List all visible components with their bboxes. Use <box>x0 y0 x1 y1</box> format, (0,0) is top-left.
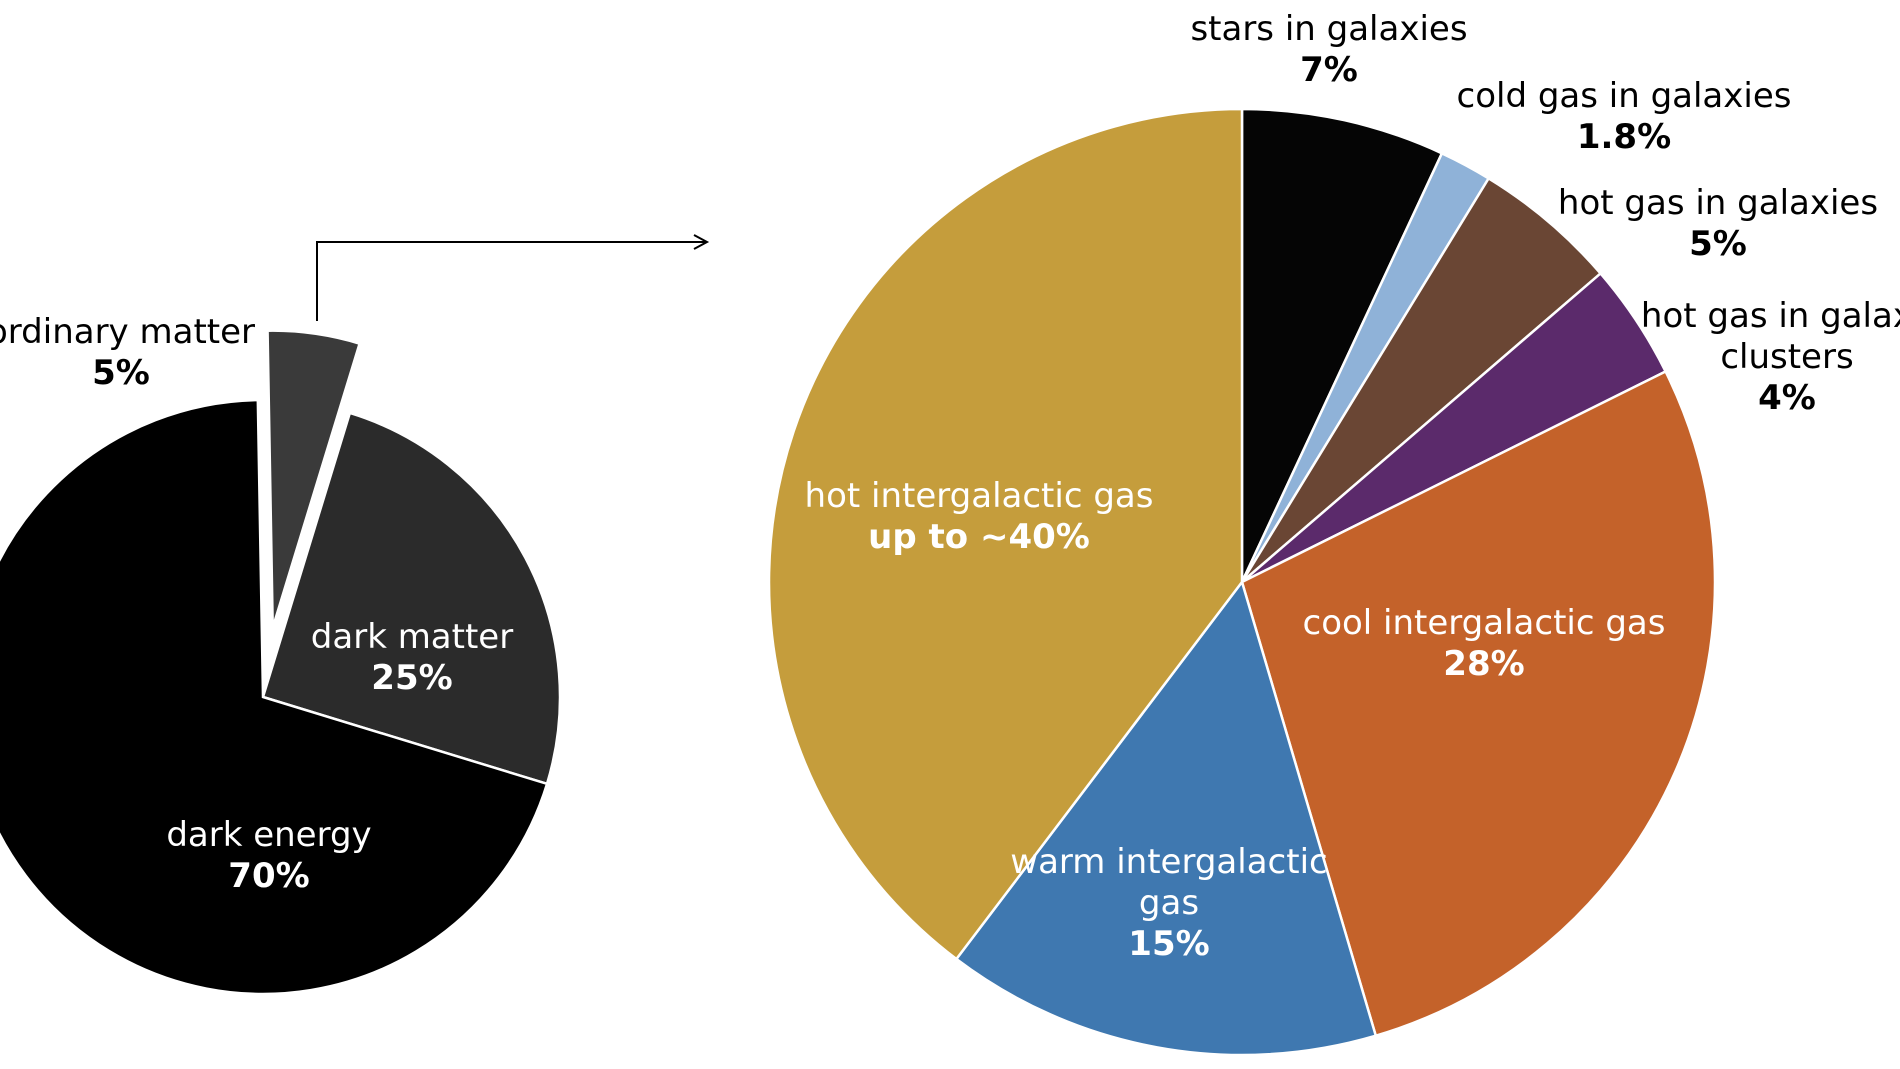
slice-label: dark energy 70% <box>119 815 419 897</box>
category-label: hot gas in galaxy clusters <box>1640 296 1900 377</box>
pie-slice <box>954 579 1378 1057</box>
slice-label: dark matter 25% <box>262 617 562 699</box>
category-label: stars in galaxies <box>1190 9 1468 49</box>
value-label: up to ~40% <box>868 516 1090 557</box>
category-label: hot intergalactic gas <box>804 476 1154 516</box>
value-label: 7% <box>1300 49 1358 90</box>
category-label: warm intergalactic gas <box>1010 842 1328 923</box>
pie-slice <box>767 107 1244 961</box>
connector-arrow <box>316 241 705 321</box>
value-label: 5% <box>1689 223 1747 264</box>
arrow-head <box>693 234 710 250</box>
slice-label: hot intergalactic gas up to ~40% <box>749 476 1209 558</box>
pie-slice <box>0 398 549 996</box>
value-label: 70% <box>228 855 310 896</box>
pie-slice <box>1240 369 1717 1038</box>
value-label: 4% <box>1758 377 1816 418</box>
value-label: 25% <box>371 657 453 698</box>
slice-label: cold gas in galaxies 1.8% <box>1424 76 1824 158</box>
pie-slice <box>1240 176 1603 583</box>
value-label: 5% <box>92 352 150 393</box>
category-label: ordinary matter <box>0 312 255 352</box>
slice-label: stars in galaxies 7% <box>1129 9 1529 91</box>
pie-slice <box>261 411 562 786</box>
category-label: cold gas in galaxies <box>1456 76 1792 116</box>
category-label: hot gas in galaxies <box>1557 183 1879 223</box>
pies <box>0 107 1717 1057</box>
category-label: cool intergalactic gas <box>1302 603 1666 643</box>
slice-label: hot gas in galaxies 5% <box>1518 183 1900 265</box>
pie-slice <box>1240 107 1444 583</box>
value-label: 15% <box>1128 923 1210 964</box>
slice-label: warm intergalactic gas 15% <box>992 842 1347 964</box>
slice-label: cool intergalactic gas 28% <box>1224 603 1744 685</box>
category-label: dark matter <box>310 617 514 657</box>
value-label: 28% <box>1443 643 1525 684</box>
pie-slice <box>266 329 362 629</box>
slice-label: ordinary matter 5% <box>0 312 271 394</box>
category-label: dark energy <box>166 815 372 855</box>
value-label: 1.8% <box>1576 116 1672 157</box>
